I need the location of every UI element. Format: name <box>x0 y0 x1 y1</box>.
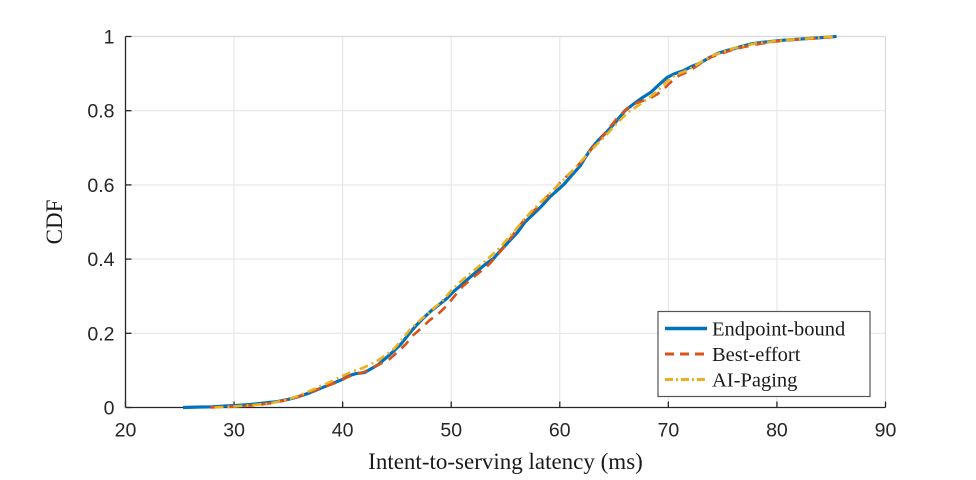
x-tick-label-50: 50 <box>440 420 462 442</box>
x-tick-label-30: 30 <box>223 420 245 442</box>
y-tick-label-0: 0 <box>104 398 115 420</box>
legend-box <box>657 310 871 398</box>
curve-ai-paging <box>214 35 835 409</box>
x-tick-label-80: 80 <box>766 420 788 442</box>
legend-entry-1: Endpoint-bound <box>712 319 845 341</box>
x-tick-label-20: 20 <box>115 420 137 442</box>
x-tick-label-70: 70 <box>658 420 680 442</box>
y-tick-label-0.2: 0.2 <box>87 323 114 345</box>
x-tick-label-40: 40 <box>332 420 354 442</box>
legend-entry-3: AI-Paging <box>712 370 797 392</box>
y-tick-label-0.4: 0.4 <box>87 249 114 271</box>
curve-best-effort <box>210 35 841 409</box>
legend-entry-2: Best-effort <box>712 344 801 366</box>
y-tick-label-1: 1 <box>104 27 115 49</box>
y-tick-label-0.6: 0.6 <box>87 175 114 197</box>
x-tick-label-60: 60 <box>549 420 571 442</box>
y-tick-label-0.8: 0.8 <box>87 101 114 123</box>
x-axis-label: Intent-to-serving latency (ms) <box>368 449 643 474</box>
y-axis-label: CDF <box>42 200 67 245</box>
x-tick-label-90: 90 <box>875 420 897 442</box>
